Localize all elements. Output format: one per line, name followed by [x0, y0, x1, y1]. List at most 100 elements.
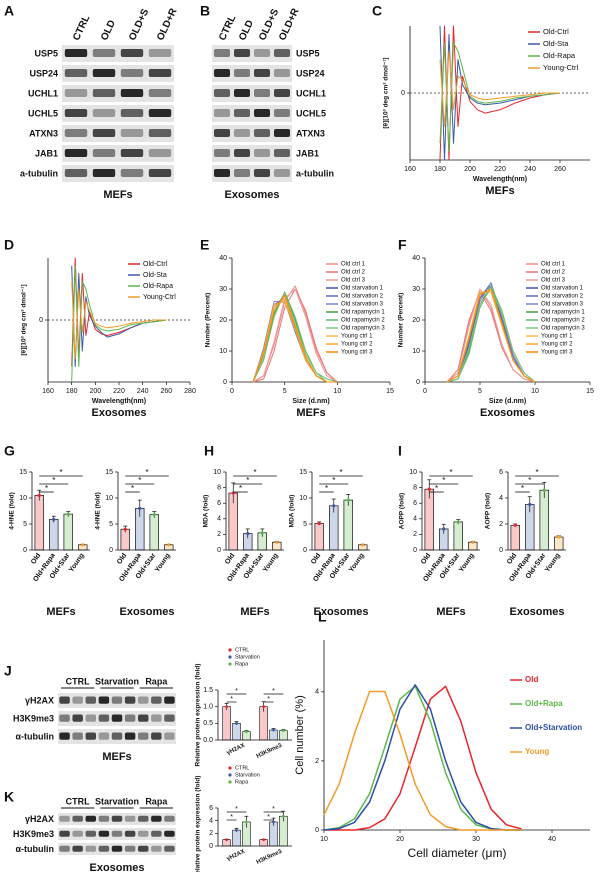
blot-band — [151, 845, 162, 852]
bar-point — [167, 543, 171, 547]
legend-label: CTRL — [235, 647, 249, 653]
blot-band — [274, 49, 290, 57]
blot-band — [234, 129, 250, 137]
series-line — [446, 288, 536, 383]
blot-strip — [212, 65, 292, 82]
legend-label: Old ctrl 2 — [541, 270, 566, 276]
blot-band — [214, 49, 230, 57]
blot-band — [120, 109, 144, 117]
legend-label: Old rapamycin 1 — [341, 310, 385, 316]
significance-label: * — [235, 806, 238, 813]
bar-point — [317, 521, 321, 526]
bar-point — [361, 543, 365, 547]
chart-caption: MEFs — [46, 606, 75, 618]
blot-band — [98, 732, 110, 740]
bar — [453, 521, 463, 551]
bar — [343, 499, 353, 551]
blot-band — [120, 49, 144, 57]
y-axis-label: 4-HNE (fold) — [9, 492, 16, 530]
blot-band — [148, 129, 172, 137]
bar-point — [275, 540, 279, 544]
y-axis-label: 4-HNE (fold) — [95, 492, 102, 530]
blot-band — [85, 714, 97, 722]
series-line — [71, 265, 167, 367]
blot-band — [137, 845, 149, 852]
blot-band — [64, 169, 88, 177]
legend-label: Young-Ctrl — [143, 294, 176, 301]
x-tick-label: γH2AX — [226, 743, 246, 757]
significance-label: * — [272, 688, 275, 695]
lane-label: OLD — [237, 19, 256, 43]
x-tick-label: 240 — [137, 388, 149, 395]
x-tick-label: 180 — [434, 166, 446, 173]
blot-band — [254, 149, 270, 157]
blot-band — [124, 845, 136, 852]
lane-label: CTRL — [217, 14, 238, 43]
significance-label: * — [535, 468, 538, 477]
panel-label: C — [372, 3, 382, 19]
y-tick-label: 2 — [315, 758, 319, 765]
blot-band — [64, 89, 88, 97]
bar-point — [244, 730, 248, 734]
blot-row-label: JAB1 — [296, 148, 319, 158]
x-tick-label: H3K9me3 — [256, 743, 284, 760]
legend-label: Old ctrl 2 — [341, 270, 366, 276]
y-tick-label: 5 — [303, 521, 307, 528]
x-axis-label: Wavelength(nm) — [473, 176, 527, 183]
blot-row-label: a-tubulin — [20, 168, 58, 178]
blot-band — [148, 69, 172, 77]
blot-band — [151, 815, 162, 822]
y-tick-label: 0 — [223, 379, 227, 386]
y-tick-label: 6 — [217, 500, 221, 507]
legend-label: Young-Ctrl — [543, 63, 578, 72]
panel-label: H — [204, 443, 214, 459]
blot-band — [92, 169, 116, 177]
significance-label: * — [267, 696, 270, 703]
group-label: CTRL — [66, 796, 90, 806]
blot-row-label: ATXN3 — [29, 128, 58, 138]
blot-row-label: USP24 — [29, 68, 58, 78]
significance-label: * — [325, 484, 328, 493]
blot-strip — [62, 125, 174, 142]
blot-band — [111, 830, 123, 837]
blot-band — [120, 149, 144, 157]
legend-label: Old rapamycin 3 — [341, 326, 385, 332]
blot-band — [124, 830, 136, 837]
bar-point — [235, 828, 238, 832]
series-line — [252, 288, 338, 383]
x-tick-label: Young — [262, 552, 280, 573]
blot-row-label: a-tubulin — [296, 168, 334, 178]
x-tick-label: 280 — [184, 388, 196, 395]
bar — [314, 523, 324, 551]
blot-band — [234, 149, 250, 157]
x-tick-label: Young — [544, 552, 562, 573]
y-tick-label: 10 — [412, 348, 420, 355]
y-tick-label: 8 — [413, 484, 417, 491]
blot-band — [274, 169, 290, 177]
y-tick-label: 10 — [213, 469, 221, 476]
blot-band — [151, 696, 162, 704]
x-tick-label: Old — [506, 552, 518, 566]
panel-label: D — [4, 237, 14, 253]
series-line — [71, 265, 167, 383]
blot-caption: Exosomes — [89, 862, 144, 872]
series-line — [323, 685, 522, 831]
y-tick-label: 2 — [413, 531, 417, 538]
panel-label: K — [4, 789, 14, 805]
bar-point — [152, 513, 156, 517]
blot-strip — [212, 125, 292, 142]
blot-band — [274, 69, 290, 77]
significance-label: * — [235, 688, 238, 695]
blot-strip — [212, 165, 292, 182]
blot-band — [234, 89, 250, 97]
blot-band — [120, 69, 144, 77]
blot-band — [72, 714, 83, 722]
bar — [63, 513, 73, 551]
y-tick-label: 0 — [401, 90, 405, 97]
x-tick-label: 0 — [230, 388, 234, 395]
y-tick-label: 0 — [217, 547, 221, 554]
bar-point — [138, 506, 142, 510]
blot-caption: MEFs — [102, 751, 131, 763]
legend-label: Old rapamycin 2 — [541, 318, 585, 324]
